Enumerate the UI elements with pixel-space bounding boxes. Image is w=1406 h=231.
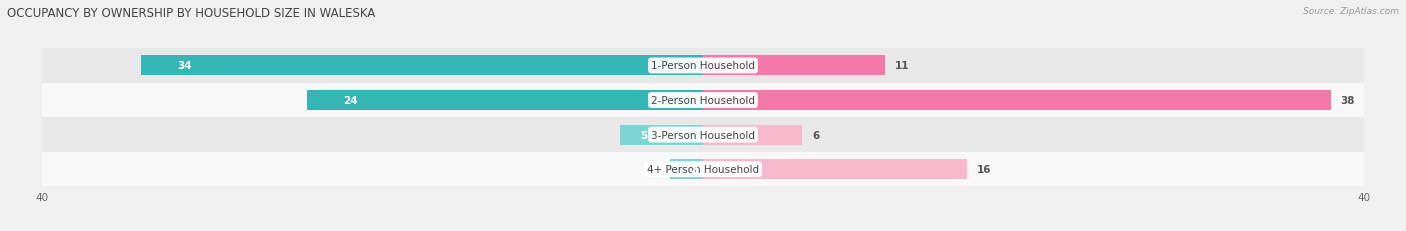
Bar	[703, 91, 1330, 111]
Text: Source: ZipAtlas.com: Source: ZipAtlas.com	[1303, 7, 1399, 16]
Text: 5: 5	[640, 130, 648, 140]
Bar	[620, 125, 703, 145]
Text: 34: 34	[177, 61, 193, 71]
Bar	[42, 152, 1364, 187]
Text: 6: 6	[813, 130, 820, 140]
Text: 2: 2	[690, 164, 697, 174]
Text: OCCUPANCY BY OWNERSHIP BY HOUSEHOLD SIZE IN WALESKA: OCCUPANCY BY OWNERSHIP BY HOUSEHOLD SIZE…	[7, 7, 375, 20]
Text: 2-Person Household: 2-Person Household	[651, 96, 755, 106]
Text: 3-Person Household: 3-Person Household	[651, 130, 755, 140]
Bar	[669, 159, 703, 179]
Text: 16: 16	[977, 164, 991, 174]
Text: 4+ Person Household: 4+ Person Household	[647, 164, 759, 174]
Bar	[42, 49, 1364, 83]
Bar	[703, 56, 884, 76]
Bar	[141, 56, 703, 76]
Bar	[703, 125, 801, 145]
Text: 38: 38	[1341, 96, 1355, 106]
Text: 1-Person Household: 1-Person Household	[651, 61, 755, 71]
Text: 11: 11	[894, 61, 910, 71]
Bar	[42, 83, 1364, 118]
Bar	[703, 159, 967, 179]
Text: 24: 24	[343, 96, 357, 106]
Bar	[307, 91, 703, 111]
Bar	[42, 118, 1364, 152]
